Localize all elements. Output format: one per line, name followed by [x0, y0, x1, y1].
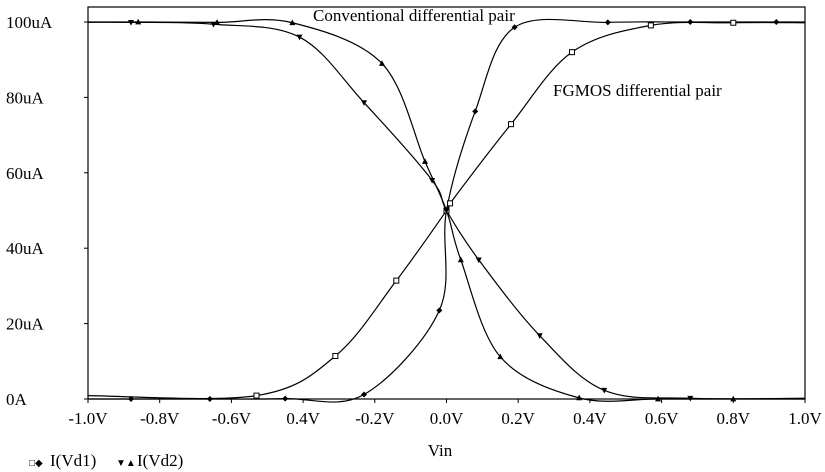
y-tick-label: 60uA: [6, 164, 45, 183]
x-tick-label: -0.6V: [212, 409, 252, 428]
data-point-triangle-up: [421, 158, 428, 164]
data-point-diamond: [472, 108, 479, 115]
x-tick-label: -0.8V: [140, 409, 180, 428]
data-point-diamond: [687, 19, 694, 25]
x-tick-label: 0.0V: [430, 409, 464, 428]
plot-area-frame: [87, 6, 806, 400]
legend-label-vd1: I(Vd1): [50, 451, 96, 470]
y-tick-label: 40uA: [6, 239, 45, 258]
annotation-fgmos-pair: FGMOS differential pair: [553, 81, 722, 100]
data-point-triangle-up: [576, 394, 583, 401]
data-point-square: [730, 19, 737, 26]
data-point-triangle-up: [378, 60, 385, 66]
series-markers: [128, 18, 780, 402]
data-point-diamond: [773, 19, 780, 25]
data-point-diamond: [511, 24, 518, 31]
x-tick-label: 1.0V: [788, 409, 822, 428]
data-point-square: [332, 353, 339, 360]
x-tick-label: 0.6V: [645, 409, 679, 428]
x-tick-label: 0.4V: [286, 409, 320, 428]
data-point-triangle-up: [135, 18, 142, 25]
y-axis-ticks: 0A 20uA 40uA 60uA 80uA 100uA: [6, 13, 88, 409]
y-tick-label: 20uA: [6, 315, 45, 334]
legend-label-vd2: I(Vd2): [137, 451, 183, 470]
x-axis-ticks: -1.0V -0.8V -0.6V 0.4V -0.2V 0.0V 0.2V 0.4V 0.6V…: [68, 399, 822, 428]
data-point-triangle-down: [687, 395, 694, 402]
data-point-triangle-up: [497, 353, 504, 360]
data-point-square: [393, 277, 400, 284]
data-point-triangle-down: [443, 208, 450, 214]
x-tick-label: 0.4V: [573, 409, 607, 428]
annotation-conventional-pair: Conventional differential pair: [313, 6, 515, 25]
data-point-triangle-up: [730, 395, 737, 402]
legend-markers-vd1: □◆: [29, 458, 43, 469]
data-point-diamond: [361, 391, 368, 398]
data-point-triangle-up: [655, 395, 662, 402]
y-tick-label: 100uA: [6, 13, 53, 32]
y-tick-label: 80uA: [6, 88, 45, 107]
data-point-square: [447, 200, 454, 207]
legend: □◆ I(Vd1) ▼▲ I(Vd2): [29, 451, 183, 470]
data-point-diamond: [128, 396, 135, 402]
data-point-triangle-up: [457, 256, 464, 263]
data-point-diamond: [604, 19, 611, 26]
data-point-triangle-down: [210, 21, 217, 28]
y-tick-label: 0A: [6, 390, 28, 409]
x-axis-label: Vin: [428, 441, 453, 460]
data-point-triangle-down: [601, 387, 608, 394]
data-point-triangle-up: [289, 19, 296, 26]
data-point-diamond: [282, 395, 289, 402]
x-tick-label: -0.2V: [355, 409, 395, 428]
data-point-square: [508, 121, 515, 128]
data-point-triangle-down: [361, 100, 368, 106]
data-point-diamond: [436, 307, 443, 314]
data-point-triangle-down: [536, 333, 543, 339]
x-tick-label: -1.0V: [68, 409, 108, 428]
data-point-diamond: [206, 396, 213, 402]
data-point-triangle-down: [475, 257, 482, 264]
data-point-triangle-down: [429, 177, 436, 184]
data-point-square: [253, 392, 260, 399]
x-tick-label: 0.2V: [501, 409, 535, 428]
data-point-triangle-down: [128, 19, 135, 26]
x-tick-label: 0.8V: [717, 409, 751, 428]
data-point-square: [647, 22, 654, 29]
legend-markers-vd2: ▼▲: [116, 458, 136, 469]
data-point-square: [568, 49, 575, 56]
data-point-triangle-down: [296, 34, 303, 41]
